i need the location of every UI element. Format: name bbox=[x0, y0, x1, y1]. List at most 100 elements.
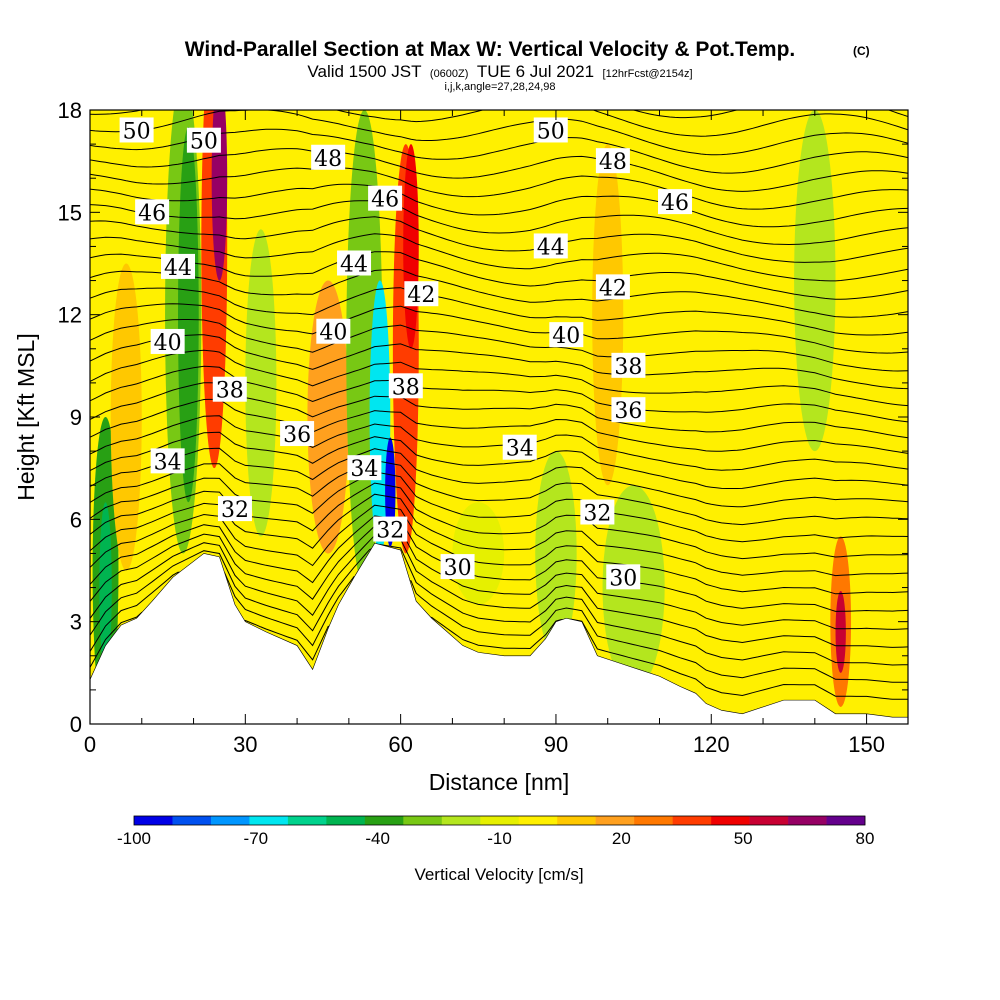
colorbar-tick-4: 20 bbox=[612, 829, 631, 848]
theta-line-25 bbox=[90, 216, 908, 263]
svg-text:40: 40 bbox=[154, 331, 182, 356]
svg-text:30: 30 bbox=[609, 566, 637, 591]
colorbar-swatch-3 bbox=[249, 816, 289, 825]
contour-label-14: 34 bbox=[347, 455, 382, 482]
svg-text:36: 36 bbox=[283, 423, 311, 448]
colorbar-tick-3: -10 bbox=[487, 829, 512, 848]
colorbar-swatch-9 bbox=[480, 816, 520, 825]
vv-cell-8 bbox=[307, 280, 349, 554]
contour-label-3: 46 bbox=[135, 199, 170, 226]
colorbar-swatch-4 bbox=[287, 816, 327, 825]
colorbar-tick-labels: -100 -70 -40 -10 20 50 80 bbox=[117, 829, 874, 848]
colorbar-tick-1: -70 bbox=[244, 829, 269, 848]
copyright-mark: (C) bbox=[853, 44, 870, 58]
valid-date: TUE 6 Jul 2021 bbox=[477, 62, 594, 81]
contour-label-7: 42 bbox=[404, 281, 439, 308]
theta-line-16 bbox=[90, 365, 908, 423]
theta-line-22 bbox=[90, 269, 908, 318]
svg-text:38: 38 bbox=[392, 375, 420, 400]
colorbar-tick-2: -40 bbox=[365, 829, 390, 848]
contour-label-9: 40 bbox=[316, 318, 351, 346]
theta-line-13 bbox=[90, 415, 908, 471]
vv-cell-20 bbox=[835, 590, 846, 673]
chart-title: Wind-Parallel Section at Max W: Vertical… bbox=[185, 38, 796, 61]
forecast-info: [12hrFcst@2154z] bbox=[603, 68, 693, 80]
valid-prefix: Valid 1500 JST bbox=[307, 62, 421, 81]
contour-label-27: 32 bbox=[580, 499, 615, 527]
svg-text:38: 38 bbox=[614, 355, 642, 380]
terrain-mask bbox=[90, 542, 908, 724]
x-axis-label: Distance [nm] bbox=[429, 769, 570, 795]
contour-label-6: 44 bbox=[337, 250, 372, 278]
colorbar-label: Vertical Velocity [cm/s] bbox=[414, 865, 583, 884]
svg-text:42: 42 bbox=[407, 283, 435, 308]
svg-text:50: 50 bbox=[123, 119, 151, 144]
y-tick-label-1: 3 bbox=[70, 610, 82, 635]
y-axis-label: Height [Kft MSL] bbox=[13, 333, 39, 500]
colorbar-tick-6: 80 bbox=[856, 829, 875, 848]
theta-line-26 bbox=[90, 200, 908, 246]
theta-line-17 bbox=[90, 349, 908, 407]
colorbar-swatch-7 bbox=[403, 816, 443, 825]
svg-text:32: 32 bbox=[376, 519, 404, 544]
vv-cell-4 bbox=[178, 127, 199, 503]
x-tick-label-3: 90 bbox=[544, 732, 568, 757]
svg-text:46: 46 bbox=[661, 191, 689, 216]
vv-cell-13 bbox=[403, 144, 419, 349]
contour-label-1: 50 bbox=[186, 127, 221, 155]
colorbar-swatch-13 bbox=[634, 816, 673, 825]
colorbar-swatch-11 bbox=[557, 816, 596, 825]
theta-line-9 bbox=[90, 471, 908, 543]
svg-text:44: 44 bbox=[537, 235, 565, 260]
theta-line-20 bbox=[90, 303, 908, 354]
svg-text:34: 34 bbox=[154, 450, 182, 475]
vv-cell-15 bbox=[535, 451, 577, 656]
theta-line-30 bbox=[90, 128, 908, 174]
theta-line-2 bbox=[90, 544, 908, 666]
theta-line-1 bbox=[90, 571, 908, 683]
svg-text:44: 44 bbox=[340, 253, 368, 278]
svg-text:38: 38 bbox=[216, 379, 244, 404]
theta-line-32 bbox=[90, 110, 908, 137]
x-tick-label-2: 60 bbox=[388, 732, 412, 757]
colorbar-swatch-18 bbox=[826, 816, 866, 825]
svg-text:46: 46 bbox=[138, 201, 166, 226]
x-tick-label-1: 30 bbox=[233, 732, 257, 757]
colorbar-swatch-14 bbox=[672, 816, 712, 825]
svg-text:50: 50 bbox=[537, 119, 565, 144]
svg-text:40: 40 bbox=[552, 324, 580, 349]
contour-labels: 50 50 48 46 46 44 44 42 40 40 38 38 36 34 34 32 32 30 50 48… bbox=[119, 117, 693, 591]
contour-label-24: 38 bbox=[611, 352, 646, 380]
contour-label-13: 34 bbox=[150, 448, 185, 475]
theta-line-27 bbox=[90, 183, 908, 228]
contour-label-23: 40 bbox=[549, 322, 584, 349]
valid-time-line: Valid 1500 JST (0600Z) TUE 6 Jul 2021 [1… bbox=[307, 62, 692, 81]
theta-line-11 bbox=[90, 447, 908, 508]
svg-text:30: 30 bbox=[444, 556, 472, 581]
theta-line-18 bbox=[90, 334, 908, 390]
y-tick-label-6: 18 bbox=[58, 98, 82, 123]
svg-text:46: 46 bbox=[371, 188, 399, 213]
x-tick-label-5: 150 bbox=[848, 732, 885, 757]
y-tick-label-0: 0 bbox=[70, 712, 82, 737]
theta-line-23 bbox=[90, 251, 908, 300]
theta-line-19 bbox=[90, 319, 908, 372]
svg-text:44: 44 bbox=[164, 256, 192, 281]
svg-text:48: 48 bbox=[599, 150, 627, 175]
theta-line-3 bbox=[90, 534, 908, 648]
theta-line-14 bbox=[90, 398, 908, 454]
colorbar-swatch-16 bbox=[749, 816, 789, 825]
y-tick-label-4: 12 bbox=[58, 303, 82, 328]
grid-info: i,j,k,angle=27,28,24,98 bbox=[444, 81, 555, 93]
theta-line-21 bbox=[90, 287, 908, 336]
svg-text:48: 48 bbox=[314, 147, 342, 172]
theta-line-5 bbox=[90, 515, 908, 612]
colorbar-swatch-6 bbox=[364, 816, 404, 825]
contour-label-20: 46 bbox=[658, 189, 693, 216]
contour-label-11: 38 bbox=[388, 373, 423, 400]
theta-line-24 bbox=[90, 233, 908, 282]
vv-cell-17 bbox=[592, 144, 624, 486]
theta-line-10 bbox=[90, 459, 908, 526]
contour-label-28: 30 bbox=[606, 564, 641, 591]
